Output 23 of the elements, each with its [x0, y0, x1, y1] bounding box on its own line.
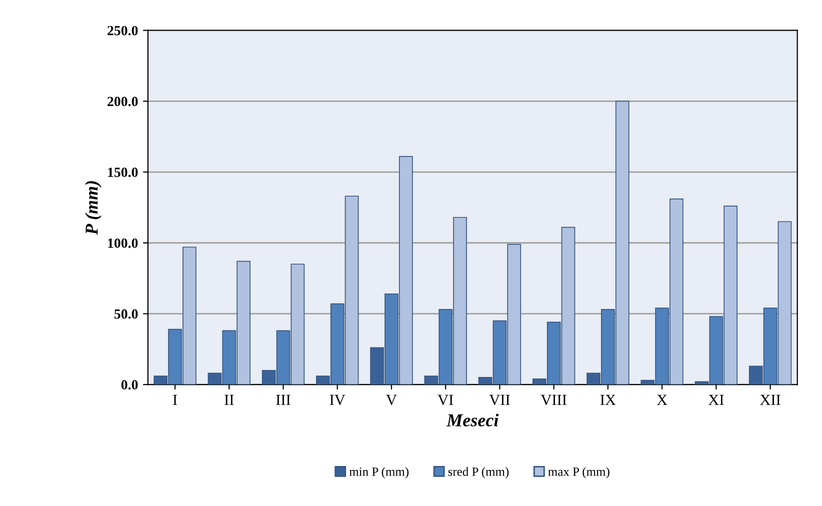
legend-label: max P (mm) [548, 467, 610, 478]
y-tick-label: 250.0 [108, 26, 138, 36]
y-tick-label: 150.0 [108, 168, 138, 178]
y-tick-label: 0.0 [121, 380, 138, 390]
y-tick-label: 50.0 [114, 309, 138, 319]
y-tick-label: 100.0 [108, 238, 138, 248]
x-tick-label: XII [760, 394, 780, 405]
x-tick-label: III [276, 394, 290, 405]
x-tick-label: I [173, 394, 178, 405]
legend-label: sred P (mm) [448, 467, 509, 478]
x-tick-label: IV [330, 394, 346, 406]
x-tick-label: XI [708, 394, 724, 405]
x-tick-label: V [386, 394, 397, 406]
x-tick-label: VIII [540, 394, 566, 406]
x-tick-label: VII [489, 394, 510, 406]
legend-label: min P (mm) [349, 467, 409, 478]
y-axis-title: P (mm) [85, 181, 102, 235]
x-tick-label: VI [438, 394, 454, 406]
x-tick-label: X [656, 394, 668, 405]
x-tick-label: II [224, 394, 234, 405]
y-tick-label: 200.0 [108, 96, 138, 106]
x-tick-label: IX [600, 394, 616, 405]
x-axis-title: Meseci [446, 414, 499, 426]
